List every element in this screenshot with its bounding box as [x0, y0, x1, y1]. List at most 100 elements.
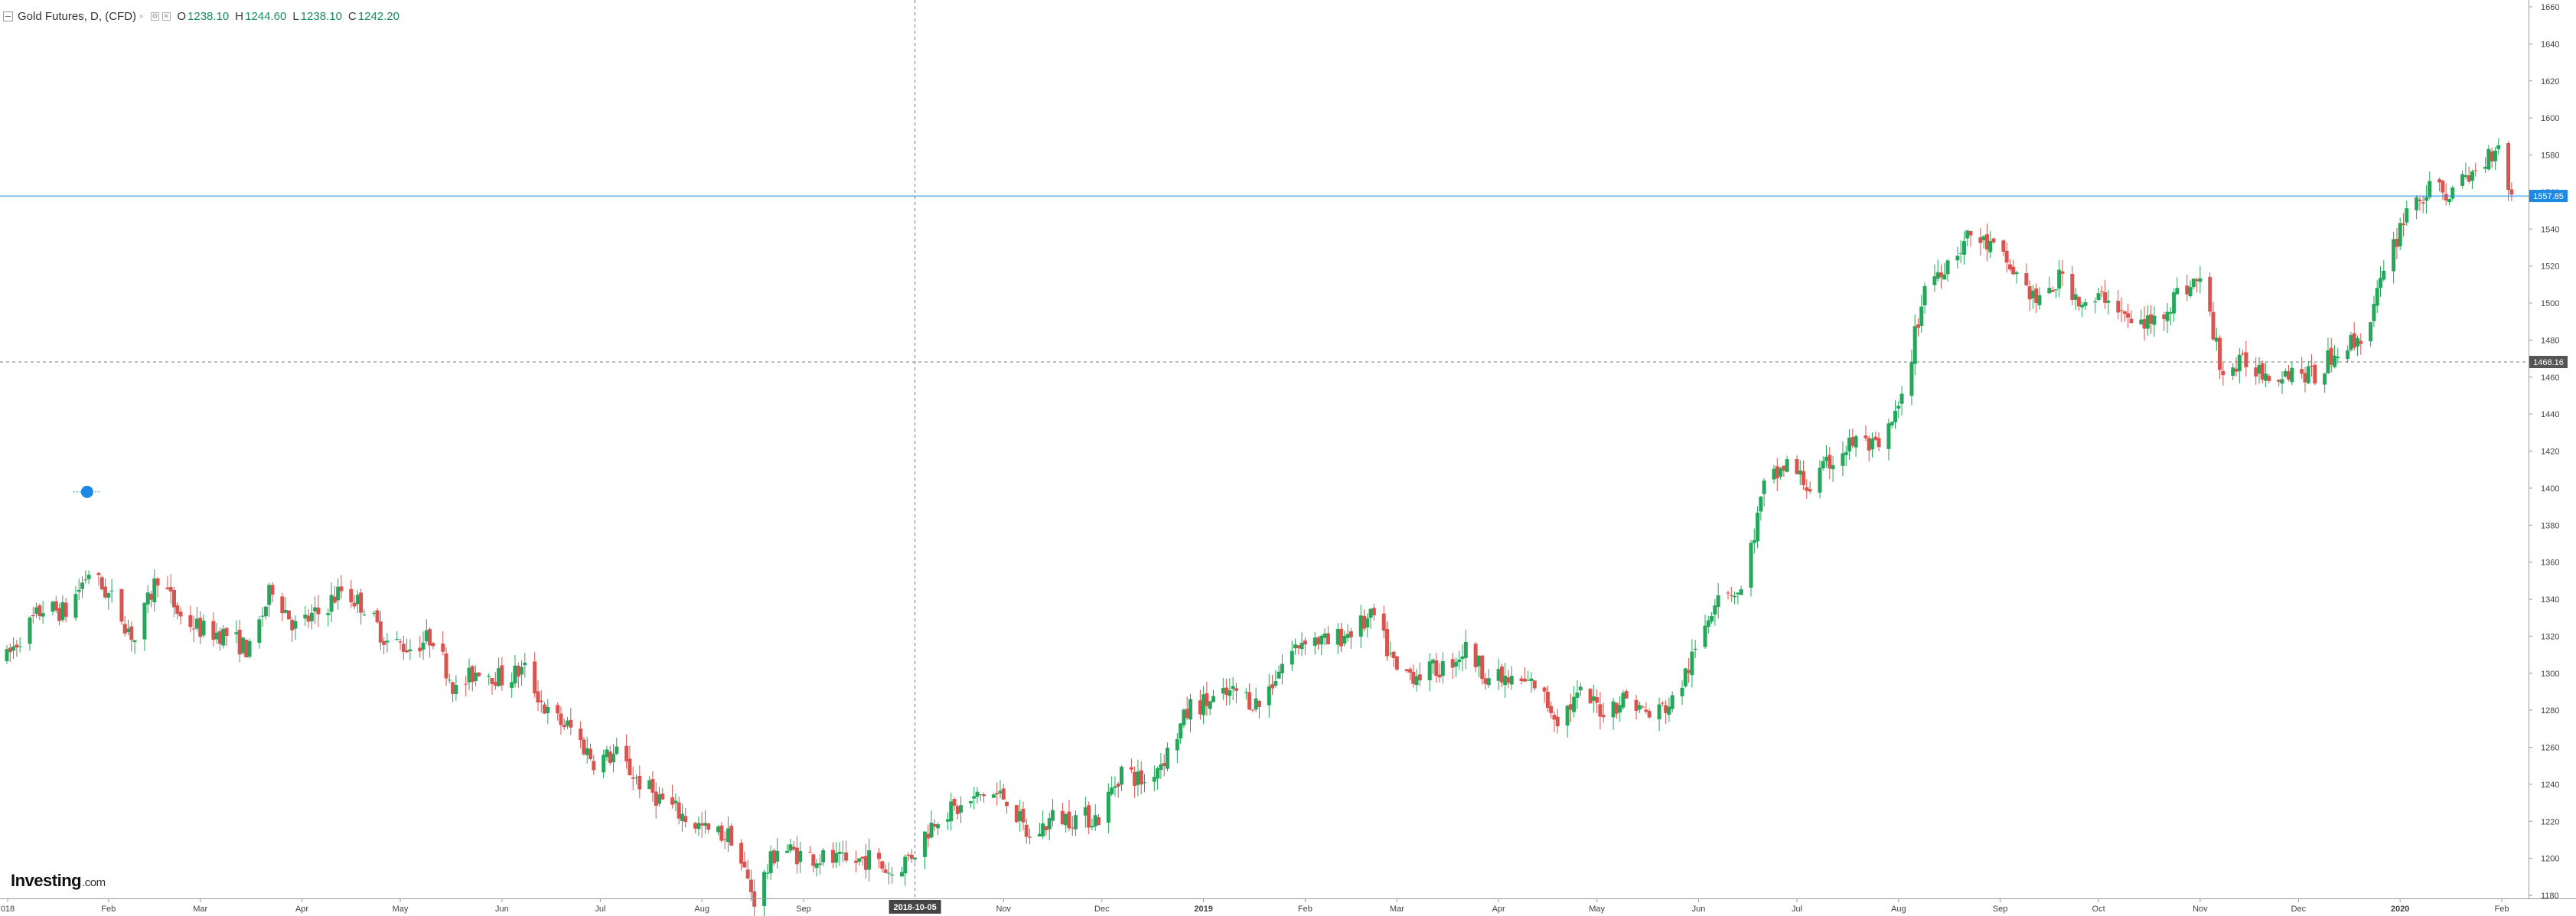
candle-down: [808, 846, 813, 853]
candle-down: [2076, 295, 2081, 311]
candle-body: [1202, 694, 1206, 716]
candle-down: [1434, 653, 1439, 683]
candle-up: [152, 569, 157, 612]
candle-body: [949, 801, 954, 822]
candle-body: [1660, 702, 1665, 704]
candle-up: [1427, 653, 1432, 692]
candle-body: [922, 831, 927, 857]
candle-down: [165, 575, 170, 590]
candle-body: [589, 748, 593, 759]
candle-body: [719, 825, 724, 841]
candle-body: [77, 589, 81, 592]
time-tick-label: Oct: [2092, 905, 2105, 914]
candle-body: [608, 751, 612, 763]
candle-body: [1841, 453, 1845, 466]
candle-body: [1322, 633, 1327, 638]
candle-body: [2267, 376, 2271, 381]
candle-body: [2496, 145, 2501, 149]
candle-down: [909, 849, 914, 863]
candle-body: [1224, 687, 1229, 696]
candle-body: [2486, 148, 2491, 170]
candle-up: [214, 622, 219, 644]
time-tick-label: 2019: [1194, 905, 1212, 914]
candle-down: [2126, 304, 2131, 328]
time-tick-label: Nov: [2193, 905, 2208, 914]
time-tick-label: Mar: [1390, 905, 1404, 914]
candle-body: [854, 860, 859, 863]
candle-body: [2287, 371, 2291, 380]
candle-body: [2027, 286, 2032, 300]
candle-down: [349, 580, 354, 608]
event-marker[interactable]: [73, 485, 101, 498]
candle-up: [1388, 641, 1393, 657]
candle-body: [1509, 676, 1514, 685]
price-axis[interactable]: 1180 1200 1220 1240 1260 1280 1300 1320 1340 1360…: [2529, 0, 2576, 916]
collapse-legend-icon[interactable]: [3, 11, 13, 21]
candle-body: [903, 856, 908, 874]
candle-body: [2336, 357, 2340, 359]
candle-up: [1476, 655, 1481, 678]
candle-body: [1074, 815, 1078, 830]
candle-body: [237, 629, 242, 655]
candle-body: [975, 791, 980, 797]
candle-up: [2073, 288, 2078, 311]
candle-up: [194, 606, 199, 631]
candle-body: [2191, 279, 2196, 288]
time-axis[interactable]: 018 Feb Mar Apr May Jun Jul Aug Sep Nov Dec 2019 Feb…: [0, 898, 2576, 914]
candle-down: [2050, 286, 2055, 292]
candle-up: [1565, 704, 1570, 738]
candle-body: [1277, 671, 1281, 679]
candle-up: [1509, 666, 1514, 690]
candle-body: [1736, 592, 1740, 595]
candle-up: [2188, 280, 2193, 298]
candle-up: [1293, 638, 1298, 655]
candle-body: [1293, 644, 1298, 649]
candle-up: [467, 658, 471, 690]
candle-body: [339, 586, 344, 592]
close-square-icon[interactable]: ✕: [162, 11, 171, 21]
candle-up: [768, 845, 773, 881]
candle-body: [1779, 468, 1783, 477]
candle-body: [1142, 782, 1146, 784]
candle-body: [1205, 693, 1209, 706]
candle-body: [1847, 437, 1852, 451]
candle-body: [1782, 465, 1786, 471]
candle-body: [543, 704, 547, 714]
candle-body: [1097, 817, 1101, 825]
candle-body: [1503, 675, 1508, 686]
candle-body: [1703, 625, 1707, 647]
candle-down: [2004, 242, 2009, 273]
candle-body: [998, 790, 1003, 794]
candle-down: [1070, 816, 1074, 836]
candle-down: [1549, 701, 1554, 719]
candle-body: [1110, 787, 1114, 794]
candle-down: [2254, 357, 2258, 385]
candle-up: [1342, 631, 1347, 647]
candle-body: [171, 589, 176, 608]
candle-body: [1545, 691, 1550, 708]
candle-up: [1208, 700, 1212, 716]
candle-up: [77, 579, 81, 601]
candle-body: [34, 607, 39, 614]
candle-up: [972, 786, 977, 810]
candle-up: [1736, 592, 1740, 605]
symbol-title[interactable]: Gold Futures, D, (CFD): [18, 9, 137, 23]
candle-body: [1041, 823, 1045, 836]
candle-up: [1575, 680, 1580, 709]
candle-body: [1739, 589, 1743, 595]
candle-up: [978, 794, 983, 801]
candle-body: [126, 628, 131, 633]
candle-down: [15, 640, 19, 657]
candle-up: [1120, 765, 1124, 791]
candle-body: [1064, 813, 1068, 826]
candle-body: [2392, 239, 2396, 272]
candle-body: [536, 691, 540, 702]
candle-down: [1473, 642, 1478, 672]
candle-body: [2168, 311, 2173, 314]
candle-down: [211, 612, 216, 647]
candle-down: [1129, 758, 1133, 774]
candle-up: [408, 639, 412, 660]
settings-square-icon[interactable]: ⚙: [151, 11, 160, 21]
candle-up: [247, 638, 252, 659]
